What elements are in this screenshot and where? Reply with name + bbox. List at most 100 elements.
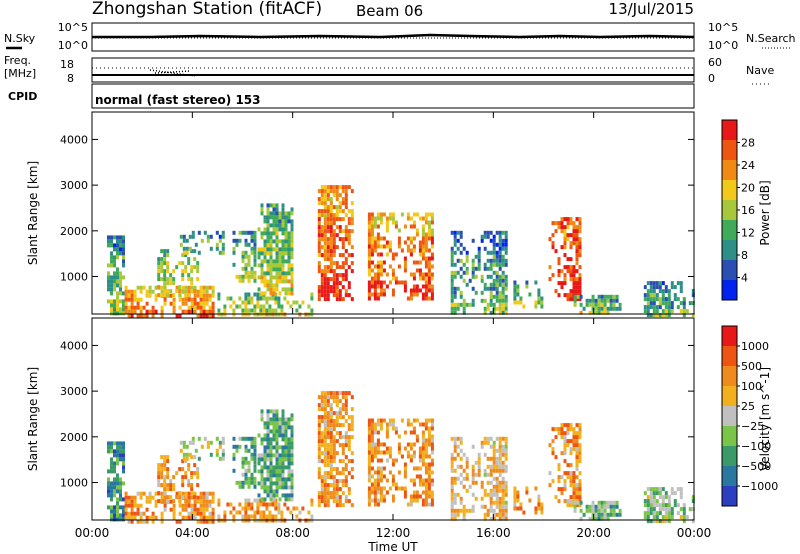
velocity-cell bbox=[504, 508, 508, 513]
power-cell bbox=[600, 306, 604, 311]
power-cell bbox=[344, 225, 348, 230]
power-cell bbox=[344, 261, 348, 266]
velocity-cell bbox=[498, 468, 502, 473]
velocity-cell bbox=[284, 477, 288, 482]
power-cell bbox=[495, 230, 499, 235]
velocity-cell bbox=[572, 447, 576, 452]
velocity-cell bbox=[385, 458, 389, 463]
power-cell bbox=[486, 250, 490, 255]
velocity-cell bbox=[290, 453, 294, 458]
power-cell bbox=[275, 255, 279, 260]
power-cell bbox=[474, 254, 478, 259]
velocity-cell bbox=[148, 495, 152, 500]
power-cell bbox=[154, 297, 158, 302]
power-cell bbox=[130, 301, 134, 306]
velocity-cell bbox=[415, 474, 419, 479]
power-cell bbox=[166, 261, 170, 266]
velocity-cell bbox=[320, 407, 324, 412]
power-cell bbox=[148, 293, 152, 298]
velocity-cell bbox=[290, 457, 294, 462]
power-cell bbox=[594, 310, 598, 315]
velocity-cell bbox=[344, 407, 348, 412]
power-cell bbox=[172, 297, 176, 302]
velocity-cell bbox=[178, 467, 182, 472]
velocity-cell bbox=[263, 437, 267, 442]
power-cell bbox=[575, 297, 579, 302]
velocity-cell bbox=[344, 475, 348, 480]
velocity-cell bbox=[379, 418, 383, 423]
velocity-cell bbox=[489, 436, 493, 441]
velocity-cell bbox=[643, 499, 647, 504]
velocity-cell bbox=[272, 445, 276, 450]
velocity-cell bbox=[116, 513, 119, 518]
velocity-cell bbox=[513, 502, 517, 507]
velocity-cell bbox=[344, 455, 348, 460]
velocity-cell bbox=[266, 441, 270, 446]
velocity-cell bbox=[658, 511, 662, 516]
velocity-cell bbox=[471, 492, 475, 497]
velocity-cell bbox=[335, 479, 339, 484]
power-cell bbox=[263, 255, 267, 260]
power-cell bbox=[573, 294, 577, 299]
velocity-cell bbox=[557, 499, 561, 504]
velocity-cell bbox=[578, 427, 582, 432]
power-cell bbox=[427, 260, 431, 265]
power-cell bbox=[139, 309, 143, 314]
velocity-cell bbox=[163, 475, 167, 480]
power-cluster bbox=[513, 280, 544, 309]
velocity-cell bbox=[513, 506, 517, 511]
velocity-cell bbox=[205, 507, 209, 512]
velocity-cell bbox=[247, 460, 251, 465]
velocity-cell bbox=[247, 476, 251, 481]
power-cell bbox=[281, 211, 285, 216]
power-cell bbox=[344, 249, 348, 254]
power-cell bbox=[427, 212, 431, 217]
power-cell bbox=[218, 238, 222, 243]
velocity-cell bbox=[367, 494, 371, 499]
power-cell bbox=[588, 298, 592, 303]
power-cell bbox=[280, 304, 284, 309]
velocity-cell bbox=[391, 426, 395, 431]
power-cell bbox=[335, 265, 339, 270]
power-cell bbox=[569, 289, 573, 294]
power-cell bbox=[483, 262, 487, 267]
velocity-cell bbox=[573, 508, 577, 513]
power-cell bbox=[317, 217, 321, 222]
velocity-cell bbox=[329, 467, 333, 472]
power-cell bbox=[208, 313, 212, 318]
velocity-cell bbox=[652, 495, 656, 500]
velocity-cell bbox=[284, 425, 288, 430]
power-cell bbox=[253, 254, 257, 259]
velocity-cell bbox=[498, 464, 502, 469]
velocity-cell bbox=[397, 470, 401, 475]
power-cell bbox=[317, 233, 321, 238]
velocity-cell bbox=[557, 475, 561, 480]
velocity-cell bbox=[332, 475, 336, 480]
velocity-cell bbox=[578, 423, 582, 428]
velocity-cell bbox=[320, 459, 324, 464]
velocity-cell bbox=[166, 471, 170, 476]
velocity-cell bbox=[655, 503, 659, 508]
velocity-cell bbox=[271, 502, 275, 507]
power-cell bbox=[190, 269, 194, 274]
power-cell bbox=[290, 223, 294, 228]
power-cell bbox=[163, 249, 167, 254]
velocity-cell bbox=[471, 508, 475, 513]
velocity-cell bbox=[256, 510, 260, 515]
power-cell bbox=[247, 254, 251, 259]
power-cell bbox=[453, 242, 457, 247]
velocity-cell bbox=[119, 449, 122, 454]
velocity-cell bbox=[184, 503, 188, 508]
power-cell bbox=[540, 296, 544, 301]
velocity-cell bbox=[332, 491, 336, 496]
velocity-cell bbox=[501, 468, 505, 473]
power-cell bbox=[172, 309, 176, 314]
power-cell bbox=[269, 223, 273, 228]
velocity-cell bbox=[250, 506, 254, 511]
power-cell bbox=[217, 296, 221, 301]
power-cell bbox=[332, 253, 336, 258]
power-cell bbox=[563, 265, 567, 270]
power-cell bbox=[341, 201, 345, 206]
velocity-cell bbox=[211, 495, 215, 500]
power-cell bbox=[253, 258, 257, 263]
